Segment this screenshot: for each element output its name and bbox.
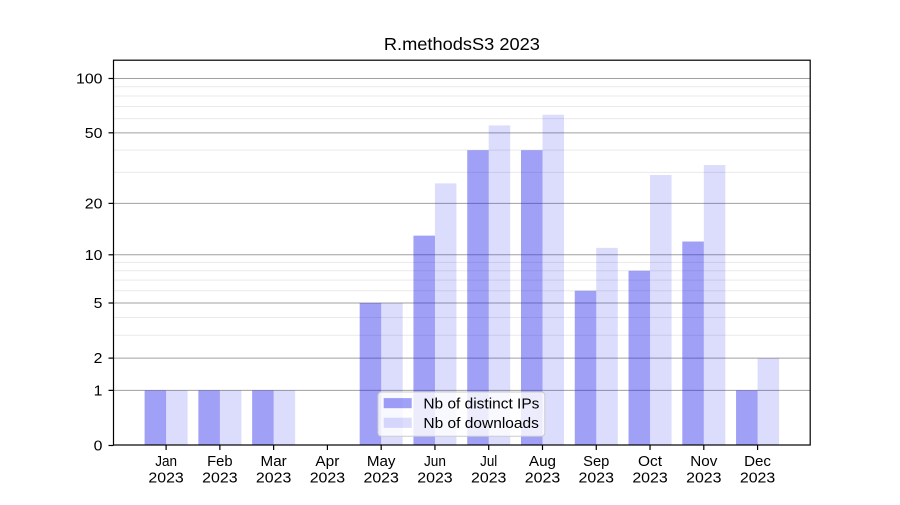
svg-text:Nb of distinct IPs: Nb of distinct IPs bbox=[423, 396, 539, 412]
svg-text:2023: 2023 bbox=[363, 470, 398, 486]
svg-text:2023: 2023 bbox=[740, 470, 775, 486]
svg-text:2023: 2023 bbox=[686, 470, 721, 486]
svg-text:2023: 2023 bbox=[471, 470, 506, 486]
svg-text:2023: 2023 bbox=[148, 470, 183, 486]
svg-text:Apr: Apr bbox=[315, 454, 339, 470]
svg-text:5: 5 bbox=[94, 296, 103, 312]
svg-text:Sep: Sep bbox=[583, 454, 609, 470]
svg-text:10: 10 bbox=[85, 248, 103, 264]
svg-text:2023: 2023 bbox=[417, 470, 452, 486]
svg-text:Oct: Oct bbox=[638, 454, 662, 470]
svg-text:2023: 2023 bbox=[310, 470, 345, 486]
svg-text:2: 2 bbox=[94, 351, 103, 367]
svg-text:1: 1 bbox=[94, 383, 103, 399]
svg-text:20: 20 bbox=[85, 196, 103, 212]
svg-text:Nb of downloads: Nb of downloads bbox=[423, 416, 539, 432]
svg-text:100: 100 bbox=[76, 72, 103, 88]
svg-text:2023: 2023 bbox=[525, 470, 560, 486]
svg-text:2023: 2023 bbox=[202, 470, 237, 486]
svg-text:2023: 2023 bbox=[579, 470, 614, 486]
svg-text:Feb: Feb bbox=[207, 454, 232, 470]
svg-text:Nov: Nov bbox=[690, 454, 718, 470]
svg-text:R.methodsS3 2023: R.methodsS3 2023 bbox=[384, 34, 540, 54]
svg-text:Jul: Jul bbox=[480, 454, 497, 470]
svg-text:0: 0 bbox=[94, 439, 103, 455]
svg-text:Aug: Aug bbox=[529, 454, 556, 470]
svg-text:2023: 2023 bbox=[632, 470, 667, 486]
svg-text:Jun: Jun bbox=[424, 454, 446, 470]
svg-text:Jan: Jan bbox=[155, 454, 177, 470]
svg-text:Dec: Dec bbox=[744, 454, 771, 470]
svg-text:2023: 2023 bbox=[256, 470, 291, 486]
svg-text:50: 50 bbox=[85, 126, 103, 142]
svg-text:Mar: Mar bbox=[261, 454, 287, 470]
svg-text:May: May bbox=[367, 454, 396, 470]
